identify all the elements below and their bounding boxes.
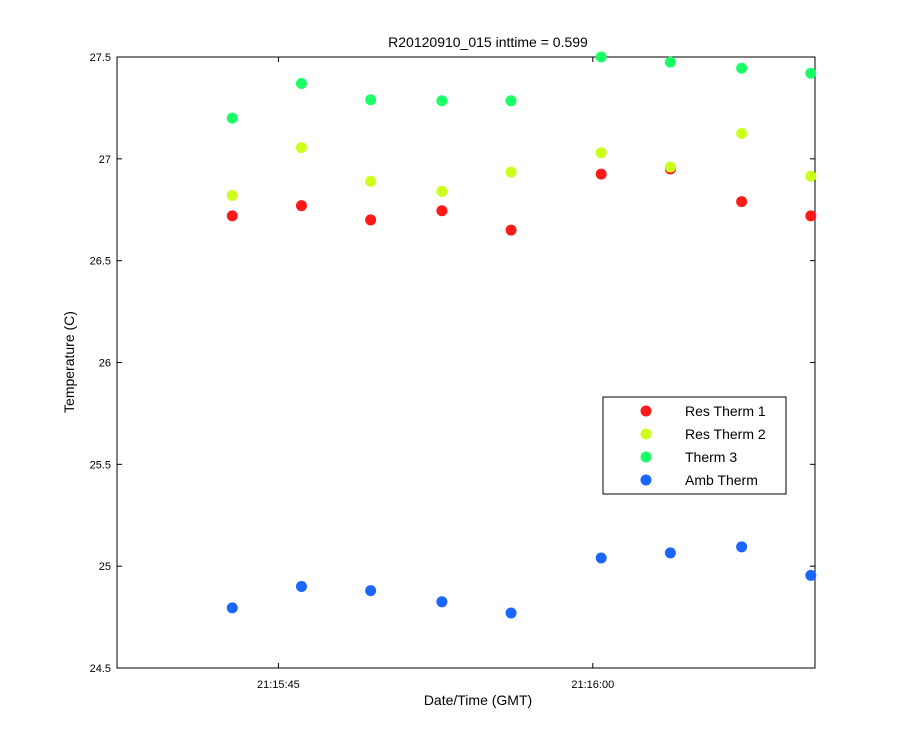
y-tick-label: 27: [99, 154, 111, 166]
point-amb-therm: [226, 602, 238, 614]
point-amb-therm: [295, 581, 307, 593]
legend-marker: [640, 451, 652, 463]
point-res-therm-2: [436, 185, 448, 197]
point-res-therm-2: [505, 166, 517, 178]
point-res-therm-1: [365, 214, 377, 226]
x-axis-ticks: 21:15:45 21:16:00: [257, 57, 614, 691]
point-res-therm-1: [805, 210, 817, 222]
point-amb-therm: [664, 547, 676, 559]
legend-marker: [640, 428, 652, 440]
point-therm-3: [805, 67, 817, 79]
legend-label: Therm 3: [685, 449, 737, 465]
legend: Res Therm 1 Res Therm 2 Therm 3 Amb Therm: [602, 396, 787, 495]
point-amb-therm: [365, 585, 377, 597]
y-axis-label: Temperature (C): [61, 311, 77, 413]
point-amb-therm: [595, 552, 607, 564]
point-res-therm-1: [505, 224, 517, 236]
point-res-therm-2: [226, 189, 238, 201]
x-axis-label: Date/Time (GMT): [424, 692, 532, 708]
point-therm-3: [295, 77, 307, 89]
y-tick-label: 25.5: [90, 459, 111, 471]
point-therm-3: [736, 62, 748, 74]
y-tick-label: 26: [99, 358, 111, 370]
x-tick-label: 21:15:45: [257, 679, 300, 691]
point-res-therm-2: [736, 127, 748, 139]
y-tick-label: 26.5: [90, 256, 111, 268]
point-res-therm-1: [595, 168, 607, 180]
point-therm-3: [664, 56, 676, 68]
point-amb-therm: [736, 541, 748, 553]
plot-area: [116, 56, 816, 669]
point-res-therm-2: [365, 175, 377, 187]
y-tick-label: 27.5: [90, 52, 111, 64]
legend-label: Amb Therm: [685, 472, 758, 488]
point-amb-therm: [805, 569, 817, 581]
point-res-therm-2: [664, 161, 676, 173]
point-therm-3: [365, 94, 377, 106]
point-therm-3: [595, 51, 607, 63]
point-therm-3: [226, 112, 238, 124]
point-res-therm-2: [295, 142, 307, 154]
point-res-therm-1: [226, 210, 238, 222]
y-tick-label: 25: [99, 561, 111, 573]
legend-marker: [640, 405, 652, 417]
y-tick-label: 24.5: [90, 663, 111, 675]
point-res-therm-1: [436, 205, 448, 217]
legend-label: Res Therm 2: [685, 426, 766, 442]
y-axis-ticks: 24.5 25 25.5 26 26.5 27 27.5: [90, 52, 815, 675]
point-therm-3: [505, 95, 517, 107]
point-res-therm-2: [805, 170, 817, 182]
point-res-therm-2: [595, 147, 607, 159]
legend-box: [602, 396, 787, 495]
x-tick-label: 21:16:00: [571, 679, 614, 691]
legend-marker: [640, 474, 652, 486]
chart-title: R20120910_015 inttime = 0.599: [388, 34, 588, 50]
point-therm-3: [436, 95, 448, 107]
legend-label: Res Therm 1: [685, 403, 766, 419]
point-amb-therm: [505, 607, 517, 619]
point-res-therm-1: [736, 196, 748, 208]
data-points: [226, 51, 817, 619]
point-amb-therm: [436, 596, 448, 608]
point-res-therm-1: [295, 200, 307, 212]
